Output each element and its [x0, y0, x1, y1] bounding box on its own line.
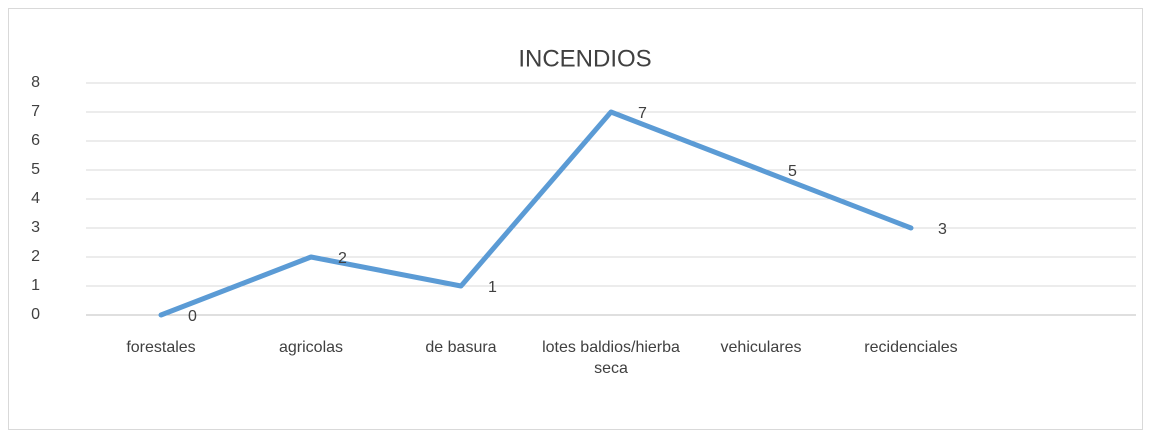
x-tick-label: agricolas: [278, 339, 344, 356]
data-label: 0: [188, 308, 197, 325]
data-label: 1: [488, 279, 497, 296]
line: [158, 109, 914, 318]
x-tick-label: recidenciales: [864, 339, 958, 356]
data-label: 5: [788, 163, 797, 180]
y-tick-label: 4: [31, 190, 40, 207]
y-tick-label: 0: [31, 306, 40, 323]
data-label: 3: [938, 221, 947, 238]
y-tick-label: 8: [31, 74, 40, 91]
data-label: 7: [638, 105, 647, 122]
y-tick-label: 1: [31, 277, 40, 294]
y-tick-label: 6: [31, 132, 40, 149]
x-tick-label: de basura: [425, 339, 497, 356]
x-tick-label: lotes baldios/hierba seca: [542, 339, 680, 377]
y-tick-label: 2: [31, 248, 40, 265]
data-label: 2: [338, 250, 347, 267]
x-tick-label: vehiculares: [720, 339, 802, 356]
chart-border: [8, 8, 1143, 430]
x-tick-label: forestales: [126, 339, 196, 356]
chart-title: INCENDIOS: [518, 45, 651, 72]
y-tick-label: 3: [31, 219, 40, 236]
y-tick-label: 7: [31, 103, 40, 120]
y-tick-label: 5: [31, 161, 40, 178]
